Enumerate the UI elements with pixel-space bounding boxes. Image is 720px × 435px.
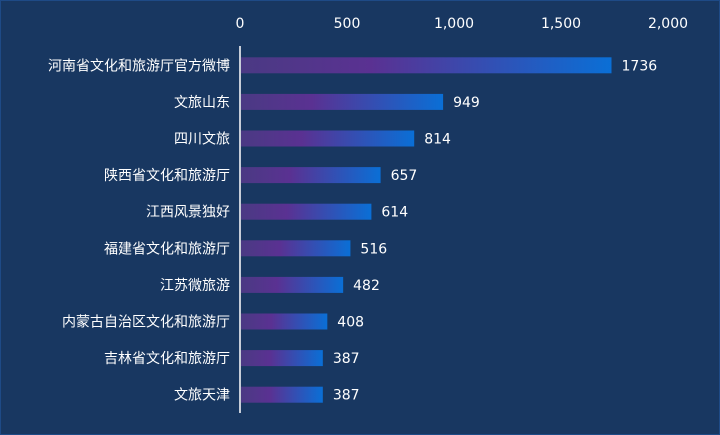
- x-tick-label: 1,000: [434, 16, 474, 32]
- category-label: 四川文旅: [174, 132, 230, 148]
- bar: [241, 350, 323, 367]
- value-label: 408: [337, 315, 364, 331]
- value-label: 614: [381, 205, 408, 221]
- value-label: 1736: [622, 58, 658, 74]
- category-label: 内蒙古自治区文化和旅游厅: [62, 315, 230, 331]
- x-tick-label: 1,500: [541, 16, 581, 32]
- category-label: 福建省文化和旅游厅: [104, 241, 230, 257]
- category-label: 江西风景独好: [146, 205, 230, 221]
- x-tick-label: 2,000: [648, 16, 688, 32]
- bar: [241, 93, 444, 110]
- bar: [241, 240, 351, 257]
- value-label: 482: [353, 278, 380, 294]
- category-label: 陕西省文化和旅游厅: [104, 168, 230, 184]
- value-label: 387: [333, 351, 360, 367]
- bar: [241, 167, 381, 184]
- value-labels: 1736 949 814 657 614 516 482 408 387 387: [333, 58, 657, 403]
- bar: [241, 57, 612, 74]
- bars: [241, 57, 612, 403]
- bar: [241, 130, 415, 147]
- x-axis-tick-labels: 0 500 1,000 1,500 2,000: [236, 16, 689, 32]
- category-label: 河南省文化和旅游厅官方微博: [48, 57, 230, 74]
- bar: [241, 203, 372, 220]
- category-label: 文旅天津: [174, 388, 230, 404]
- category-labels: 河南省文化和旅游厅官方微博文旅山东四川文旅陕西省文化和旅游厅江西风景独好福建省文…: [48, 57, 230, 403]
- category-label: 文旅山东: [174, 95, 230, 111]
- value-label: 949: [453, 95, 480, 111]
- x-tick-label: 500: [334, 16, 361, 32]
- category-label: 吉林省文化和旅游厅: [104, 351, 230, 367]
- bar: [241, 276, 344, 293]
- value-label: 814: [424, 132, 451, 148]
- bar: [241, 313, 328, 330]
- category-label: 江苏微旅游: [160, 278, 230, 294]
- value-label: 516: [360, 241, 387, 257]
- value-label: 657: [391, 168, 418, 184]
- bar: [241, 386, 323, 403]
- value-label: 387: [333, 388, 360, 404]
- x-tick-label: 0: [236, 16, 245, 32]
